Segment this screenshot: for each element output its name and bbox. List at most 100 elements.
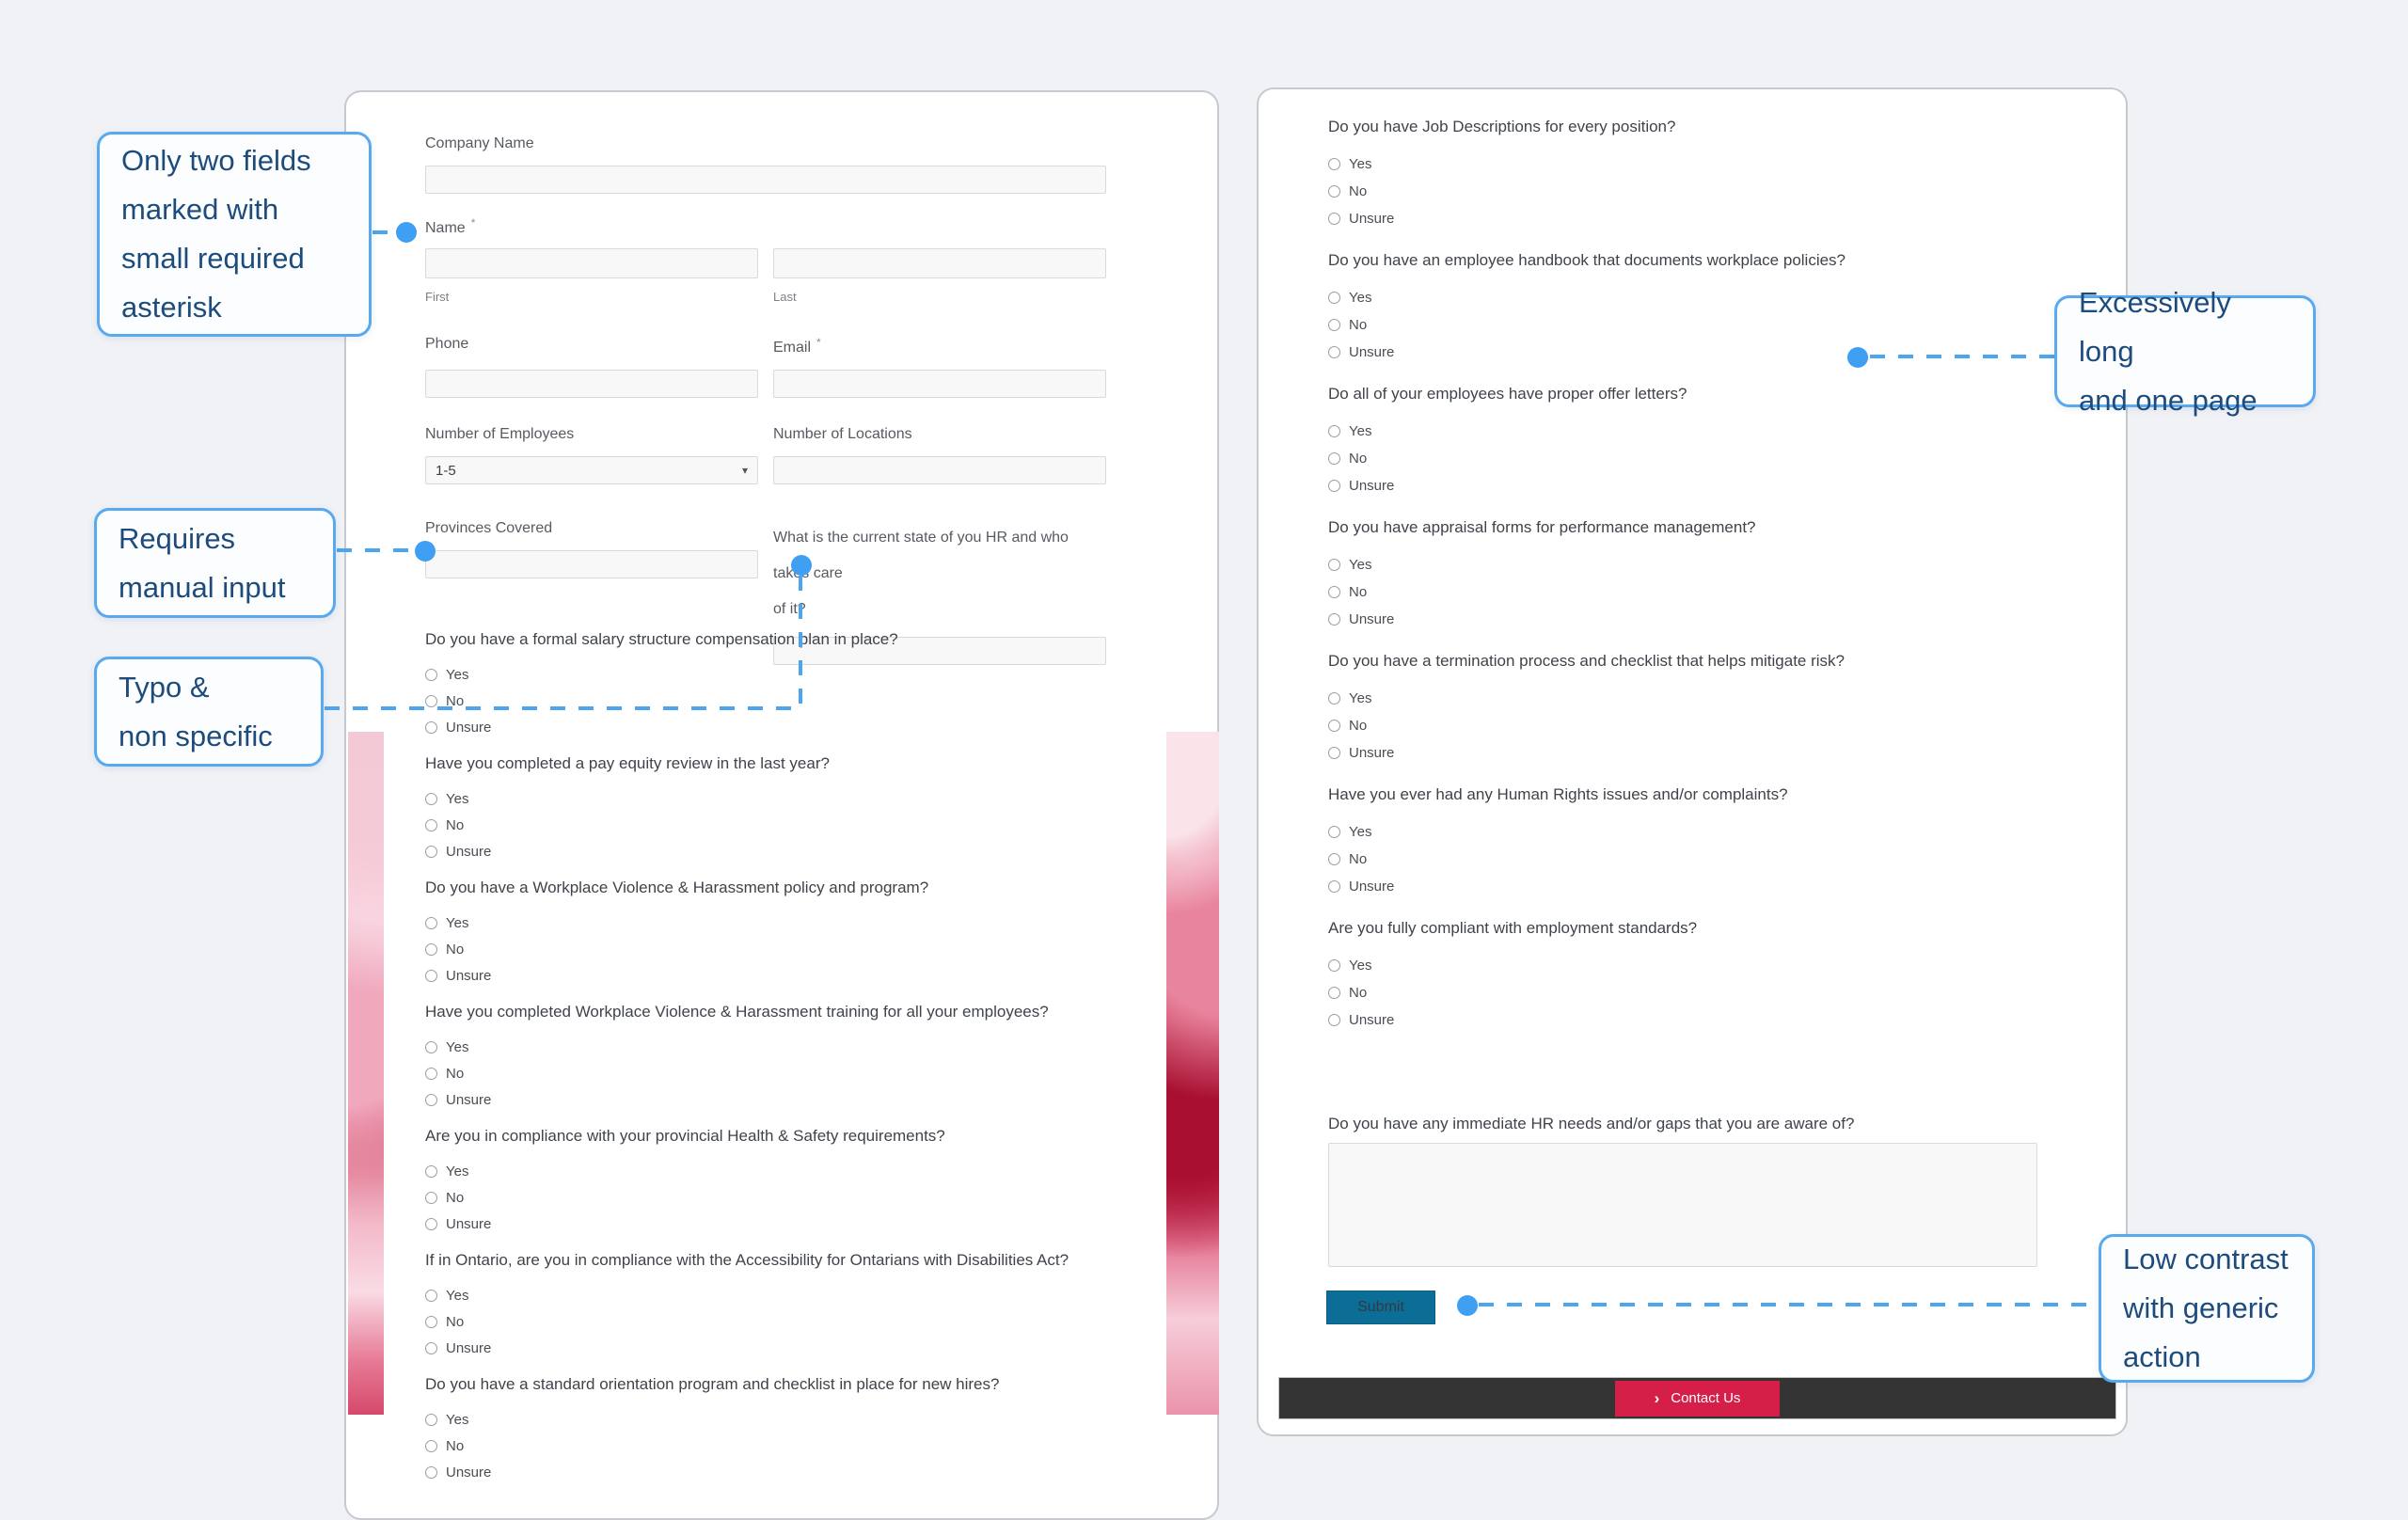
radio-button-icon[interactable]: [425, 720, 437, 734]
radio-option[interactable]: Yes: [1328, 289, 2071, 306]
radio-button-icon[interactable]: [425, 1164, 437, 1178]
email-input[interactable]: [773, 370, 1106, 398]
radio-option-label: Unsure: [446, 1464, 492, 1480]
radio-button-icon[interactable]: [425, 1465, 437, 1479]
radio-option[interactable]: Yes: [425, 1163, 1121, 1180]
hr-needs-textarea[interactable]: [1328, 1143, 2037, 1267]
radio-button-icon[interactable]: [425, 942, 437, 956]
radio-button-icon[interactable]: [425, 694, 437, 707]
radio-button-icon[interactable]: [1328, 451, 1340, 465]
locations-input[interactable]: [773, 456, 1106, 484]
radio-button-icon[interactable]: [1328, 719, 1340, 732]
radio-button-icon[interactable]: [425, 969, 437, 982]
radio-option[interactable]: No: [425, 1065, 1121, 1082]
radio-button-icon[interactable]: [1328, 157, 1340, 170]
radio-option[interactable]: Unsure: [1328, 744, 2071, 761]
radio-option[interactable]: Unsure: [1328, 878, 2071, 895]
radio-button-icon[interactable]: [425, 1315, 437, 1328]
radio-button-icon[interactable]: [425, 792, 437, 805]
radio-option[interactable]: No: [1328, 984, 2071, 1001]
phone-input[interactable]: [425, 370, 758, 398]
radio-button-icon[interactable]: [425, 668, 437, 681]
radio-button-icon[interactable]: [425, 1413, 437, 1426]
radio-button-icon[interactable]: [425, 1093, 437, 1106]
radio-option[interactable]: Yes: [1328, 155, 2071, 172]
radio-button-icon[interactable]: [1328, 986, 1340, 999]
radio-option[interactable]: Yes: [1328, 556, 2071, 573]
radio-button-icon[interactable]: [1328, 879, 1340, 893]
submit-button[interactable]: Submit: [1326, 1290, 1435, 1324]
radio-button-icon[interactable]: [1328, 825, 1340, 838]
radio-option[interactable]: No: [1328, 850, 2071, 867]
radio-option[interactable]: Yes: [1328, 689, 2071, 706]
radio-button-icon[interactable]: [425, 1439, 437, 1452]
question-label: Do you have Job Descriptions for every p…: [1328, 118, 1676, 135]
radio-option[interactable]: Unsure: [1328, 610, 2071, 627]
radio-button-icon[interactable]: [425, 1289, 437, 1302]
radio-button-icon[interactable]: [425, 1217, 437, 1230]
radio-button-icon[interactable]: [1328, 212, 1340, 225]
radio-button-icon[interactable]: [425, 1067, 437, 1080]
employees-select-value: 1-5: [436, 462, 456, 479]
radio-option[interactable]: Unsure: [425, 719, 1121, 736]
radio-option[interactable]: Unsure: [425, 1464, 1121, 1480]
radio-option[interactable]: No: [425, 1189, 1121, 1206]
radio-button-icon[interactable]: [1328, 318, 1340, 331]
provinces-input[interactable]: [425, 550, 758, 578]
radio-button-icon[interactable]: [1328, 424, 1340, 437]
radio-option[interactable]: Unsure: [425, 967, 1121, 984]
radio-option[interactable]: No: [1328, 450, 2071, 467]
radio-option[interactable]: No: [425, 941, 1121, 958]
radio-option[interactable]: Unsure: [425, 843, 1121, 860]
radio-option[interactable]: Yes: [1328, 957, 2071, 974]
radio-button-icon[interactable]: [1328, 291, 1340, 304]
radio-option[interactable]: Yes: [425, 666, 1121, 683]
radio-option[interactable]: Yes: [1328, 823, 2071, 840]
radio-option[interactable]: Yes: [425, 1411, 1121, 1428]
radio-button-icon[interactable]: [425, 916, 437, 929]
radio-option[interactable]: Unsure: [1328, 210, 2071, 227]
radio-option[interactable]: Unsure: [1328, 477, 2071, 494]
radio-option[interactable]: Unsure: [1328, 343, 2071, 360]
radio-button-icon[interactable]: [1328, 479, 1340, 492]
radio-option[interactable]: Unsure: [1328, 1011, 2071, 1028]
radio-option[interactable]: No: [425, 1313, 1121, 1330]
contact-us-button[interactable]: › Contact Us: [1615, 1380, 1780, 1417]
radio-option[interactable]: Yes: [425, 914, 1121, 931]
radio-button-icon[interactable]: [425, 845, 437, 858]
radio-button-icon[interactable]: [1328, 184, 1340, 198]
employees-select[interactable]: 1-5 ▾: [425, 456, 758, 484]
radio-button-icon[interactable]: [1328, 345, 1340, 358]
hr-state-input[interactable]: [773, 637, 1106, 665]
radio-button-icon[interactable]: [1328, 691, 1340, 705]
last-name-input[interactable]: [773, 248, 1106, 278]
radio-option[interactable]: No: [425, 1437, 1121, 1454]
radio-button-icon[interactable]: [1328, 612, 1340, 625]
radio-button-icon[interactable]: [425, 1191, 437, 1204]
radio-button-icon[interactable]: [425, 1040, 437, 1053]
radio-option[interactable]: No: [1328, 182, 2071, 199]
radio-button-icon[interactable]: [425, 818, 437, 831]
first-name-input[interactable]: [425, 248, 758, 278]
radio-button-icon[interactable]: [1328, 585, 1340, 598]
radio-option[interactable]: No: [1328, 583, 2071, 600]
radio-option[interactable]: No: [1328, 316, 2071, 333]
radio-button-icon[interactable]: [1328, 558, 1340, 571]
radio-option[interactable]: Yes: [1328, 422, 2071, 439]
radio-button-icon[interactable]: [1328, 958, 1340, 972]
radio-option[interactable]: No: [425, 816, 1121, 833]
radio-option[interactable]: Yes: [425, 1287, 1121, 1304]
radio-option[interactable]: Unsure: [425, 1091, 1121, 1108]
radio-button-icon[interactable]: [1328, 746, 1340, 759]
radio-option[interactable]: Yes: [425, 1038, 1121, 1055]
radio-button-icon[interactable]: [425, 1341, 437, 1354]
radio-option[interactable]: No: [425, 692, 1121, 709]
radio-option[interactable]: Unsure: [425, 1339, 1121, 1356]
radio-option[interactable]: Yes: [425, 790, 1121, 807]
radio-option-label: Yes: [446, 1411, 469, 1428]
radio-option[interactable]: No: [1328, 717, 2071, 734]
radio-option[interactable]: Unsure: [425, 1215, 1121, 1232]
radio-button-icon[interactable]: [1328, 1013, 1340, 1026]
radio-button-icon[interactable]: [1328, 852, 1340, 865]
company-name-input[interactable]: [425, 166, 1106, 194]
